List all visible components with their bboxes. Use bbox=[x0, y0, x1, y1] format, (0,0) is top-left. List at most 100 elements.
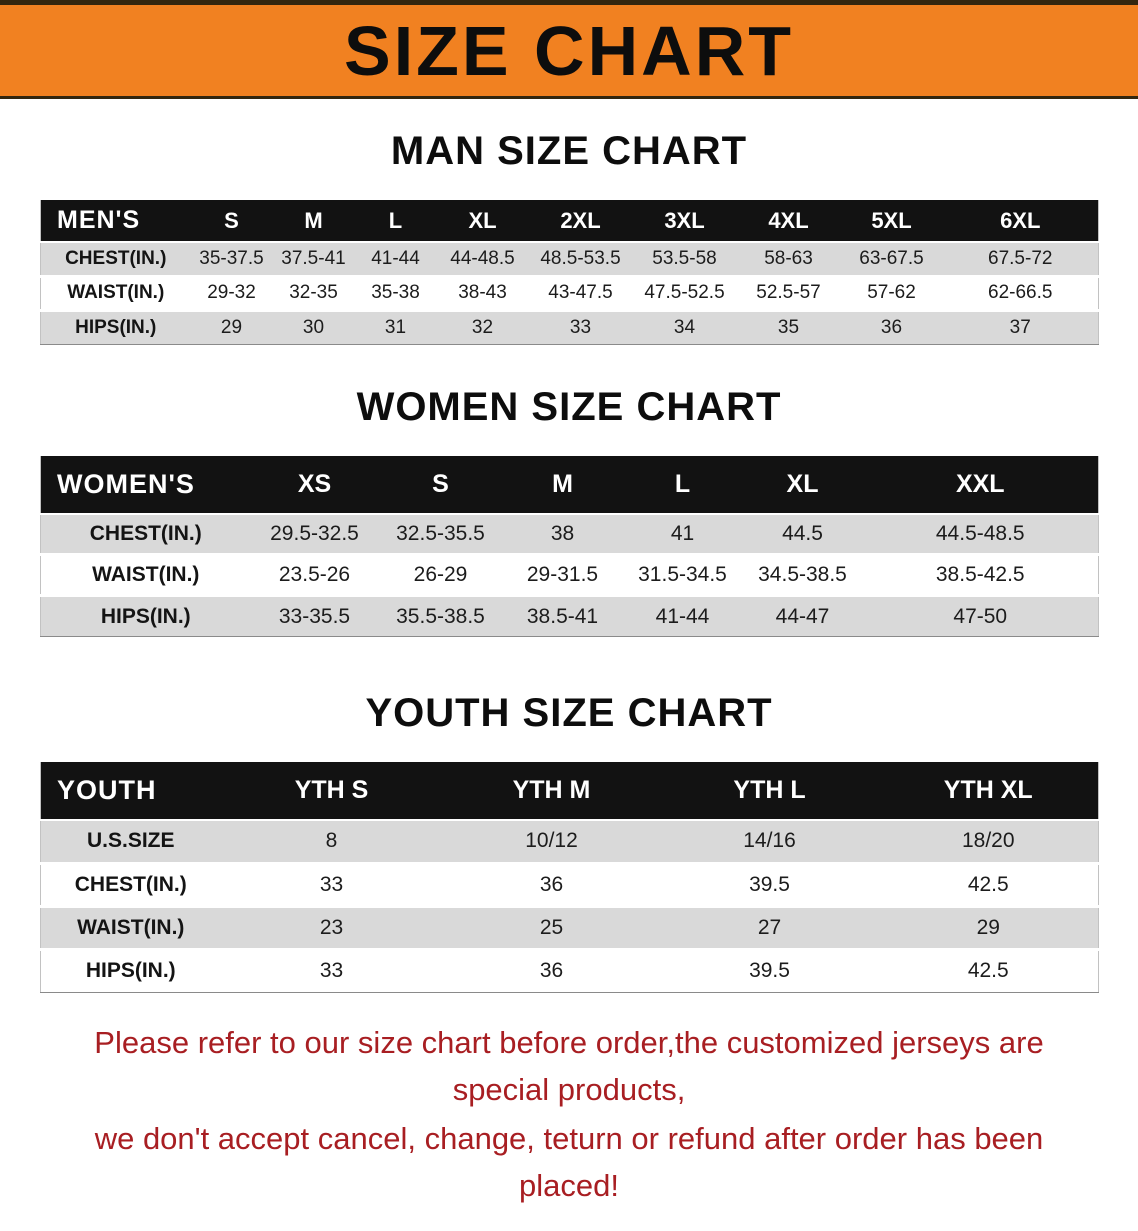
size-cell: 47-50 bbox=[953, 604, 1008, 628]
row-label: HIPS(IN.) bbox=[100, 604, 191, 628]
size-cell: 58-63 bbox=[764, 247, 813, 269]
size-column-header: L bbox=[622, 455, 743, 514]
size-column-header: 5XL bbox=[840, 200, 943, 242]
row-label: CHEST(IN.) bbox=[65, 247, 167, 269]
row-label: CHEST(IN.) bbox=[89, 521, 202, 545]
disclaimer-text: Please refer to our size chart before or… bbox=[40, 1019, 1098, 1231]
size-cell: 43-47.5 bbox=[548, 282, 613, 303]
size-column-header: S bbox=[378, 455, 503, 514]
women-size-chart-heading: WOMEN SIZE CHART bbox=[356, 384, 782, 429]
size-cell: 44-47 bbox=[775, 604, 830, 628]
size-column-header: S bbox=[190, 200, 273, 242]
row-label: HIPS(IN.) bbox=[85, 959, 176, 982]
size-cell: 37 bbox=[1009, 316, 1031, 338]
size-cell: 35-37.5 bbox=[199, 247, 264, 269]
row-label: CHEST(IN.) bbox=[74, 872, 187, 896]
size-cell: 37.5-41 bbox=[281, 247, 346, 269]
size-column-header: 6XL bbox=[942, 200, 1099, 242]
size-cell: 52.5-57 bbox=[756, 282, 821, 303]
man-size-chart-section: MAN SIZE CHART MEN'S S M L XL 2XL 3XL 4XL 5XL 6XL… bbox=[40, 129, 1099, 345]
row-label: HIPS(IN.) bbox=[75, 316, 157, 338]
size-cell: 35-38 bbox=[371, 282, 420, 303]
size-cell: 33 bbox=[569, 316, 592, 338]
size-cell: 44.5 bbox=[782, 521, 823, 545]
size-cell: 34.5-38.5 bbox=[758, 563, 847, 586]
table-corner-label: WOMEN'S bbox=[40, 455, 251, 514]
size-cell: 26-29 bbox=[413, 563, 468, 586]
size-cell: 38 bbox=[550, 521, 575, 545]
page-body: MAN SIZE CHART MEN'S S M L XL 2XL 3XL 4XL 5XL 6XL… bbox=[40, 129, 1099, 1231]
table-row: HIPS(IN.) 33 36 39.5 42.5 bbox=[40, 949, 1099, 992]
size-cell: 41-44 bbox=[655, 604, 710, 628]
women-size-table: WOMEN'S XS S M L XL XXL CHEST(IN.) 29.5-32.5 32.5… bbox=[40, 455, 1099, 637]
table-row: CHEST(IN.) 33 36 39.5 42.5 bbox=[40, 863, 1099, 906]
size-cell: 63-67.5 bbox=[859, 247, 924, 269]
size-column-header: 2XL bbox=[528, 200, 633, 242]
size-cell: 57-62 bbox=[867, 282, 916, 303]
row-label: WAIST(IN.) bbox=[67, 282, 165, 303]
size-column-header: XXL bbox=[862, 455, 1099, 514]
table-row: HIPS(IN.) 29 30 31 32 33 34 35 36 37 bbox=[40, 310, 1099, 344]
size-cell: 53.5-58 bbox=[652, 247, 717, 269]
size-cell: 33-35.5 bbox=[278, 604, 351, 628]
size-cell: 39.5 bbox=[749, 872, 790, 896]
size-cell: 10/12 bbox=[525, 829, 578, 853]
women-size-chart-section: WOMEN SIZE CHART WOMEN'S XS S M L XL XXL CHEST(… bbox=[40, 384, 1099, 637]
disclaimer-line-2: we don't accept cancel, change, teturn o… bbox=[94, 1120, 1044, 1203]
size-cell: 36 bbox=[539, 872, 564, 896]
size-column-header: XS bbox=[250, 455, 379, 514]
size-cell: 29-32 bbox=[207, 282, 256, 303]
size-cell: 29 bbox=[220, 316, 243, 338]
size-cell: 42.5 bbox=[967, 959, 1009, 982]
size-cell: 47.5-52.5 bbox=[644, 282, 725, 303]
size-cell: 33 bbox=[319, 872, 344, 896]
size-column-header: XL bbox=[436, 200, 529, 242]
size-table-header-row: WOMEN'S XS S M L XL XXL bbox=[40, 455, 1099, 514]
man-size-chart-heading: MAN SIZE CHART bbox=[390, 129, 748, 173]
size-table-header-row: MEN'S S M L XL 2XL 3XL 4XL 5XL 6XL bbox=[40, 200, 1099, 242]
row-label: U.S.SIZE bbox=[86, 829, 175, 853]
row-label: WAIST(IN.) bbox=[77, 915, 185, 939]
size-cell: 23 bbox=[319, 915, 344, 939]
size-column-header: YTH XL bbox=[878, 762, 1099, 820]
size-cell: 30 bbox=[302, 316, 325, 338]
size-cell: 29 bbox=[976, 915, 1000, 939]
size-cell: 32.5-35.5 bbox=[396, 521, 485, 545]
size-cell: 38-43 bbox=[458, 282, 507, 303]
disclaimer-line-1: Please refer to our size chart before or… bbox=[94, 1024, 1044, 1107]
size-cell: 39.5 bbox=[749, 959, 790, 982]
size-cell: 32-35 bbox=[289, 282, 338, 303]
table-corner-label: MEN'S bbox=[40, 200, 191, 242]
youth-size-table: YOUTH YTH S YTH M YTH L YTH XL U.S.SIZE 8 10/12… bbox=[40, 762, 1099, 993]
size-cell: 44.5-48.5 bbox=[935, 521, 1025, 545]
size-column-header: YTH L bbox=[660, 762, 879, 820]
size-cell: 32 bbox=[471, 316, 494, 338]
size-column-header: YTH M bbox=[442, 762, 661, 820]
size-column-header: 4XL bbox=[736, 200, 841, 242]
size-cell: 23.5-26 bbox=[278, 563, 351, 586]
size-cell: 25 bbox=[539, 915, 564, 939]
youth-size-chart-section: YOUTH SIZE CHART YOUTH YTH S YTH M YTH L YTH… bbox=[40, 691, 1099, 993]
size-chart-banner: SIZE CHART bbox=[0, 0, 1138, 99]
row-label: WAIST(IN.) bbox=[92, 563, 200, 586]
size-cell: 36 bbox=[539, 959, 564, 982]
size-cell: 29.5-32.5 bbox=[270, 521, 359, 545]
size-column-header: 3XL bbox=[632, 200, 737, 242]
size-cell: 38.5-42.5 bbox=[935, 563, 1025, 586]
table-corner-label: YOUTH bbox=[40, 762, 221, 820]
size-cell: 42.5 bbox=[967, 872, 1009, 896]
size-cell: 35.5-38.5 bbox=[396, 604, 485, 628]
size-cell: 34 bbox=[673, 316, 696, 338]
table-row: WAIST(IN.) 23.5-26 26-29 29-31.5 31.5-34.5 34… bbox=[40, 555, 1099, 596]
table-row: U.S.SIZE 8 10/12 14/16 18/20 bbox=[40, 820, 1099, 863]
size-cell: 29-31.5 bbox=[526, 563, 599, 586]
size-cell: 44-48.5 bbox=[450, 247, 515, 269]
table-row: CHEST(IN.) 35-37.5 37.5-41 41-44 44-48.5 48.5… bbox=[40, 242, 1099, 276]
size-column-header: M bbox=[502, 455, 623, 514]
table-row: CHEST(IN.) 29.5-32.5 32.5-35.5 38 41 44.5 44.5… bbox=[40, 513, 1099, 555]
size-cell: 48.5-53.5 bbox=[540, 247, 621, 269]
size-cell: 35 bbox=[777, 316, 800, 338]
size-cell: 36 bbox=[880, 316, 903, 338]
youth-size-chart-heading: YOUTH SIZE CHART bbox=[365, 691, 773, 735]
size-column-header: M bbox=[272, 200, 355, 242]
